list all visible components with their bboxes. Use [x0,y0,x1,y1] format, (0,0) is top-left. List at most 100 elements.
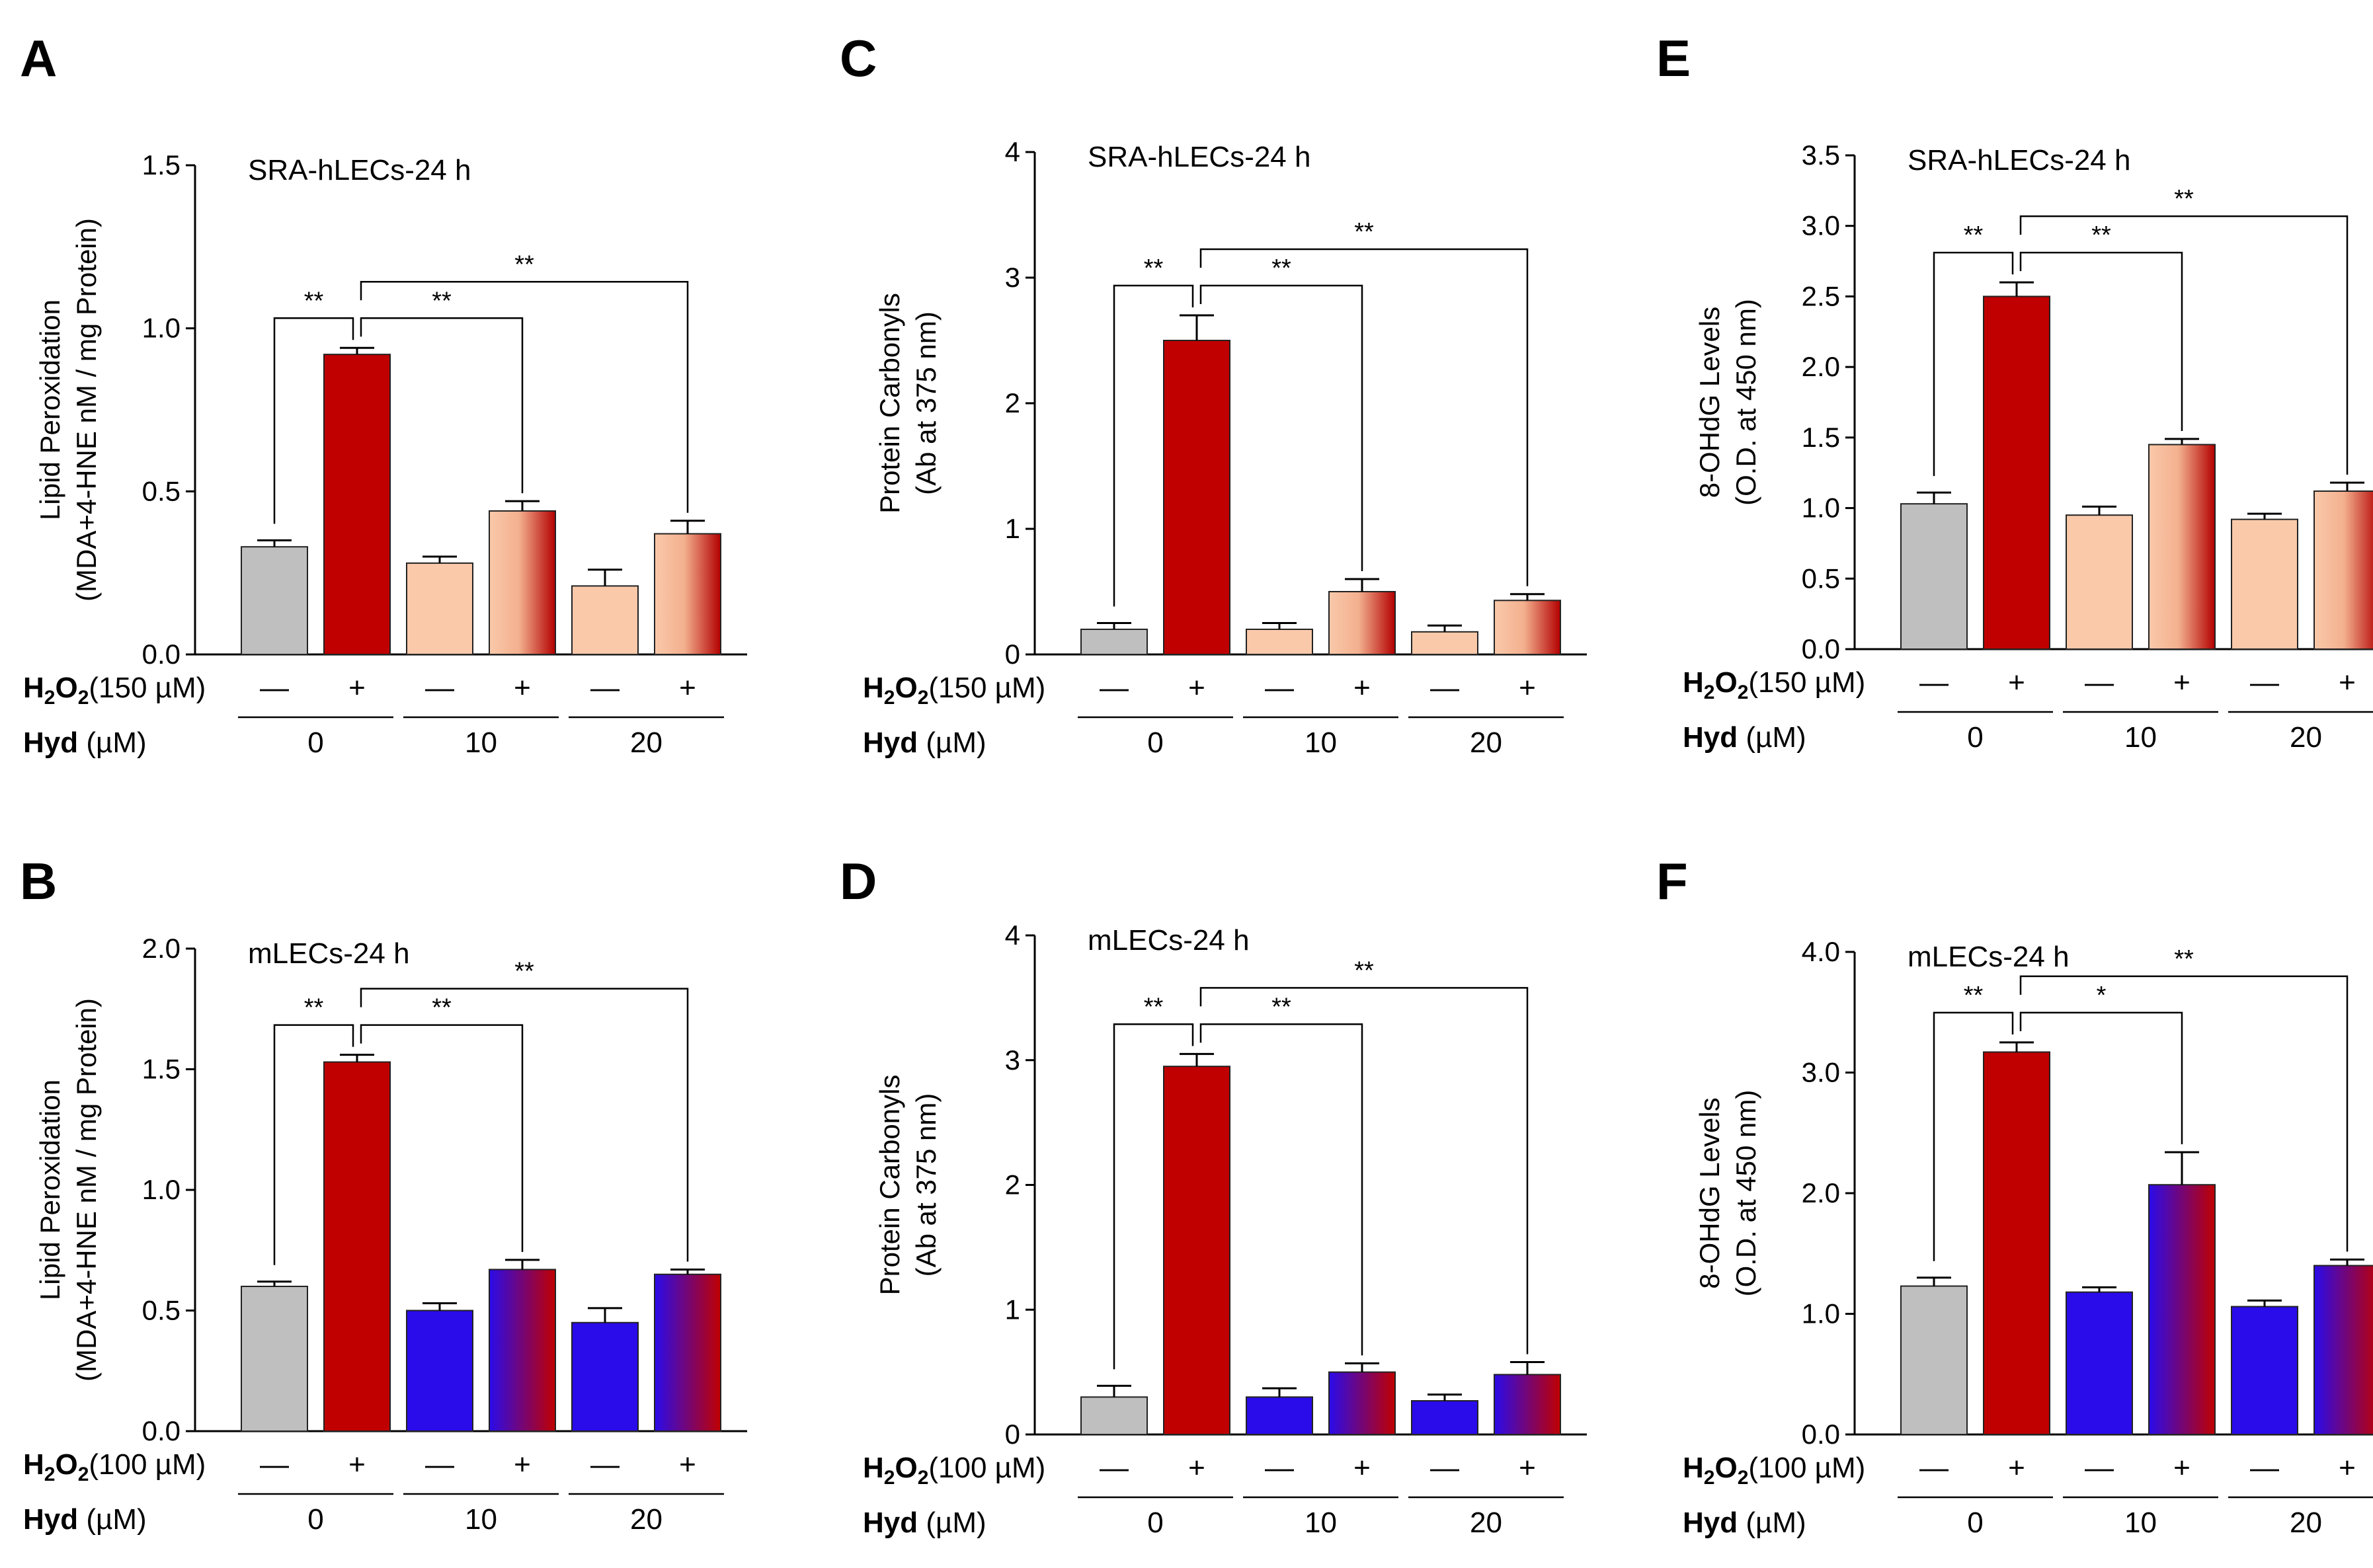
h2o2-sign: + [348,1448,366,1481]
hyd-dose-label: 20 [2290,721,2322,754]
significance-bracket [360,281,689,513]
h2o2-sign: + [2339,666,2356,699]
significance-bracket [360,988,689,1262]
bar [241,1286,308,1432]
significance-label: ** [2174,185,2194,213]
h2o2-sign: — [425,1448,454,1481]
chart-title: SRA-hLECs-24 h [1088,141,1310,173]
bar [406,1310,473,1432]
hyd-row-label: Hyd (µM) [1683,1507,1806,1539]
panel-a: A SRA-hLECs-24 h Lipid Peroxidation (MDA+4-… [20,29,747,759]
y-tick-label: 0.0 [142,639,181,670]
h2o2-sign: — [590,1448,620,1481]
significance-label: * [2097,982,2107,1009]
bar [2231,1306,2298,1436]
bar [323,1061,391,1432]
significance-bracket [1113,284,1194,607]
significance-bracket [2019,975,2349,1252]
h2o2-sign: + [2173,666,2191,699]
significance-label: ** [514,251,534,278]
hyd-dose-label: 0 [307,1503,323,1536]
h2o2-sign: — [2250,1452,2279,1484]
panel-label: B [20,852,57,910]
y-tick-label: 2.0 [1802,351,1840,382]
significance-label: ** [432,994,452,1022]
bar [1163,1066,1230,1435]
y-tick-label: 1.0 [1802,1298,1840,1329]
y-tick-label: 0.5 [142,1295,181,1326]
y-tick-label: 2.0 [1802,1177,1840,1208]
bar [1411,1400,1478,1436]
h2o2-sign: — [260,672,289,704]
y-tick-label: 1 [1005,513,1020,544]
hyd-dose-label: 0 [1967,1507,1983,1539]
panel-e: E SRA-hLECs-24 h 8-OHdG Levels (O.D. at 450… [1656,29,2373,754]
bar [2148,1184,2216,1435]
y-tick-label: 1 [1005,1294,1020,1325]
y-tick-label: 1.0 [1802,492,1840,524]
bar [1983,295,2050,650]
h2o2-row-label: H2O2(100 µM) [863,1452,1045,1489]
significance-bracket [2019,1011,2183,1144]
h2o2-sign: — [1919,1452,1949,1484]
y-tick-label: 3.0 [1802,210,1840,241]
y-tick-label: 4 [1005,920,1020,951]
panel-label: A [20,29,57,87]
bar [2313,1265,2373,1435]
hyd-dose-label: 20 [2290,1507,2322,1539]
bar [323,354,391,656]
bar [489,510,556,656]
hyd-dose-label: 0 [1147,726,1163,759]
y-tick-label: 3.0 [1802,1057,1840,1088]
significance-bracket [1199,1023,1363,1356]
h2o2-sign: + [2008,1452,2025,1484]
y-axis-label: Lipid Peroxidation [34,1079,65,1300]
significance-bracket [1199,248,1529,586]
hyd-dose-label: 20 [630,1503,663,1536]
hyd-row-label: Hyd (µM) [863,1507,986,1539]
y-axis-label: Lipid Peroxidation [34,299,65,520]
y-tick-label: 3 [1005,1044,1020,1076]
y-axis-label: Protein Carbonyls [874,1075,905,1296]
panel-c: C SRA-hLECs-24 h Protein Carbonyls (Ab at 3… [840,29,1587,759]
h2o2-sign: + [1353,1452,1371,1484]
panel-label: C [840,29,877,87]
y-tick-label: 0 [1005,639,1020,670]
h2o2-sign: + [1519,1452,1536,1484]
bar [406,562,473,655]
y-tick-label: 1.0 [142,313,181,344]
bar [654,1273,721,1432]
hyd-dose-label: 20 [1470,726,1502,759]
hyd-row-label: Hyd (µM) [863,726,986,759]
significance-bracket [2019,215,2349,475]
hyd-dose-label: 10 [2124,1507,2157,1539]
hyd-dose-label: 0 [1147,1507,1163,1539]
y-tick-label: 2.0 [142,933,181,964]
bar [1411,631,1478,655]
chart-title: SRA-hLECs-24 h [1908,144,2130,176]
bar [1494,600,1561,655]
y-axis-label: (Ab at 375 nm) [910,311,942,495]
y-tick-label: 0 [1005,1419,1020,1450]
significance-label: ** [2174,945,2194,973]
significance-bracket [1199,987,1529,1354]
significance-label: ** [1354,957,1374,984]
y-tick-label: 3 [1005,262,1020,293]
h2o2-sign: + [1188,1452,1205,1484]
bar [1983,1051,2050,1435]
hyd-dose-label: 20 [630,726,663,759]
y-tick-label: 3.5 [1802,139,1840,171]
significance-label: ** [1271,993,1291,1021]
h2o2-sign: + [514,1448,531,1481]
h2o2-sign: + [1519,672,1536,704]
bar [2066,514,2133,650]
h2o2-row-label: H2O2(150 µM) [863,672,1045,709]
h2o2-sign: + [1188,672,1205,704]
hyd-dose-label: 10 [1305,1507,1337,1539]
h2o2-sign: + [2173,1452,2191,1484]
y-tick-label: 1.0 [142,1174,181,1205]
significance-label: ** [2091,221,2111,249]
y-tick-label: 1.5 [142,149,181,180]
